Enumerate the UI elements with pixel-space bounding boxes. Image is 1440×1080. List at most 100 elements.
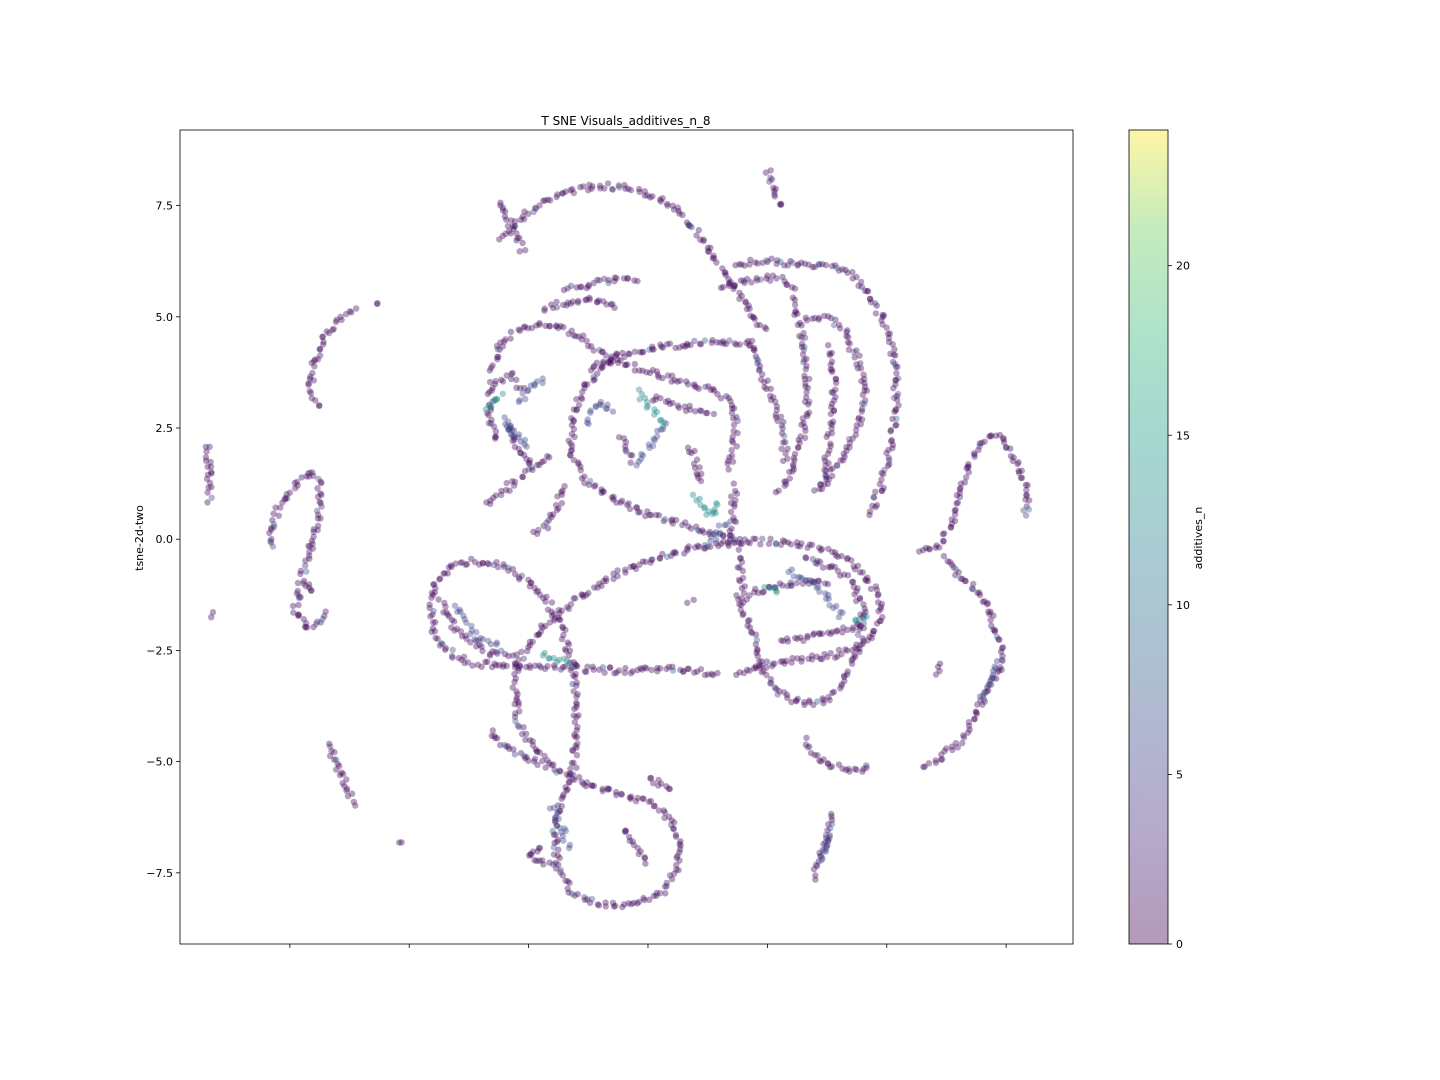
scatter-point	[498, 376, 505, 383]
scatter-point	[651, 411, 658, 418]
scatter-point	[485, 637, 492, 645]
scatter-point	[759, 589, 766, 596]
scatter-point	[312, 356, 319, 363]
scatter-point	[434, 635, 441, 643]
scatter-point	[819, 846, 826, 854]
scatter-point	[641, 188, 648, 195]
scatter-point	[997, 664, 1004, 671]
scatter-point	[204, 463, 211, 470]
scatter-point	[346, 308, 354, 315]
scatter-point	[826, 834, 833, 841]
scatter-point	[511, 218, 519, 225]
scatter-point	[625, 350, 632, 357]
scatter-point	[601, 275, 608, 282]
scatter-point	[602, 352, 610, 359]
scatter-point	[781, 538, 788, 545]
scatter-point	[602, 903, 609, 910]
scatter-point	[751, 315, 758, 323]
scatter-point	[633, 462, 640, 469]
scatter-point	[529, 466, 536, 473]
scatter-point	[575, 459, 582, 466]
scatter-point	[449, 646, 456, 653]
scatter-point	[824, 450, 832, 457]
scatter-point	[533, 748, 540, 755]
scatter-point	[668, 817, 675, 824]
scatter-point	[839, 609, 846, 616]
scatter-point	[508, 371, 515, 378]
scatter-point	[979, 701, 986, 708]
scatter-point	[504, 418, 512, 425]
scatter-point	[959, 575, 966, 583]
scatter-point	[493, 639, 501, 646]
scatter-point	[270, 523, 278, 531]
scatter-point	[660, 419, 667, 426]
scatter-point	[504, 743, 512, 750]
scatter-point	[512, 718, 519, 725]
scatter-point	[684, 381, 692, 388]
scatter-point	[810, 631, 817, 638]
scatter-point	[805, 261, 812, 268]
scatter-point	[774, 691, 781, 698]
scatter-point	[742, 298, 749, 305]
scatter-point	[683, 219, 691, 226]
scatter-point	[475, 637, 482, 644]
scatter-point	[991, 628, 999, 635]
scatter-point	[846, 439, 854, 447]
scatter-point	[745, 302, 752, 309]
scatter-point	[568, 430, 576, 438]
scatter-point	[652, 396, 659, 403]
scatter-point	[947, 524, 955, 531]
scatter-point	[571, 705, 578, 713]
scatter-point	[940, 552, 948, 560]
scatter-point	[824, 760, 832, 767]
scatter-point	[852, 617, 859, 624]
scatter-point	[889, 445, 896, 452]
scatter-point	[776, 580, 784, 587]
scatter-point	[981, 689, 988, 696]
scatter-point	[458, 656, 465, 663]
scatter-point	[316, 352, 324, 359]
scatter-point	[971, 715, 978, 723]
scatter-point	[805, 580, 813, 587]
scatter-point	[736, 564, 743, 571]
scatter-point	[302, 620, 310, 627]
scatter-point	[517, 216, 524, 223]
scatter-point	[300, 580, 307, 587]
colorbar-tick-label: 15	[1176, 429, 1190, 442]
scatter-point	[556, 807, 564, 815]
scatter-point	[767, 174, 774, 181]
scatter-point	[688, 223, 695, 231]
scatter-point	[584, 381, 591, 388]
scatter-point	[565, 889, 572, 896]
scatter-point	[845, 333, 852, 341]
scatter-point	[672, 344, 679, 352]
scatter-point	[725, 282, 733, 289]
scatter-point	[760, 588, 767, 595]
scatter-point	[626, 505, 634, 513]
scatter-point	[730, 415, 737, 422]
scatter-point	[613, 499, 620, 506]
scatter-point	[777, 658, 784, 665]
scatter-point	[548, 761, 555, 769]
scatter-point	[791, 450, 799, 458]
scatter-point	[443, 609, 450, 616]
scatter-point	[963, 465, 970, 472]
scatter-point	[741, 279, 748, 286]
scatter-point	[509, 223, 516, 230]
scatter-point	[672, 831, 680, 839]
scatter-point	[607, 355, 615, 363]
scatter-point	[823, 474, 830, 481]
scatter-point	[727, 499, 735, 507]
scatter-point	[809, 579, 817, 586]
scatter-point	[581, 384, 588, 391]
scatter-point	[822, 467, 830, 475]
scatter-point	[459, 559, 466, 566]
scatter-point	[497, 647, 505, 654]
scatter-point	[731, 340, 738, 347]
scatter-point	[202, 454, 210, 461]
scatter-point	[835, 267, 843, 274]
scatter-point	[436, 642, 444, 649]
scatter-point	[445, 564, 453, 571]
scatter-point	[802, 554, 809, 561]
scatter-point	[353, 305, 360, 312]
